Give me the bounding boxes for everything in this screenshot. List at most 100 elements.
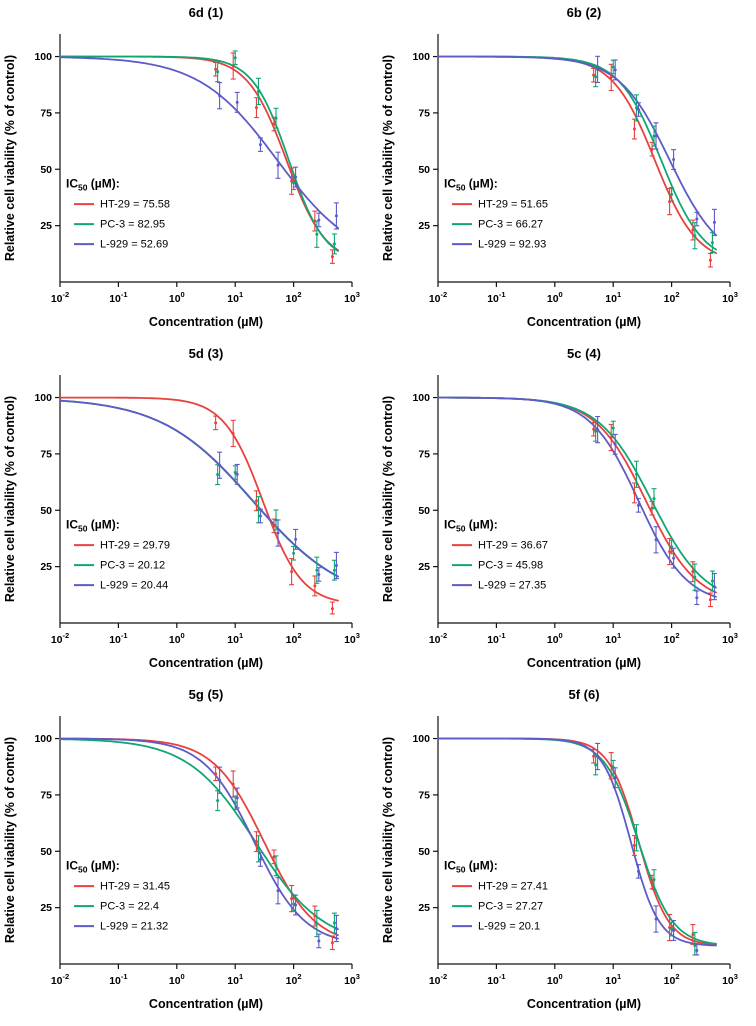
curve-HT-29 — [437, 737, 717, 946]
tick-labels: 10-2 10-1 100 101 102 103 25 50 75 100 — [34, 392, 359, 646]
svg-text:103: 103 — [344, 631, 360, 646]
x-axis-label: Concentration (µM) — [527, 315, 641, 329]
dose-response-plot: 10-2 10-1 100 101 102 103 25 50 75 100 Concentrati… — [381, 716, 738, 1011]
svg-text:102: 102 — [286, 972, 302, 987]
legend-entry-HT-29: HT-29 = 51.65 — [478, 199, 548, 211]
axes — [55, 716, 353, 969]
curve-L-929 — [59, 399, 339, 578]
dose-response-plot: 10-2 10-1 100 101 102 103 25 50 75 100 Concentrati… — [381, 375, 738, 670]
svg-text:10-1: 10-1 — [487, 290, 505, 305]
legend: IC50 (µM): HT-29 = 31.45 PC-3 = 22.4 L-929 … — [66, 858, 170, 932]
svg-text:103: 103 — [722, 290, 738, 305]
chart-title: 6b (2) — [566, 5, 602, 20]
svg-text:101: 101 — [227, 631, 243, 646]
legend: IC50 (µM): HT-29 = 29.79 PC-3 = 20.12 L-929… — [66, 517, 170, 591]
svg-text:50: 50 — [418, 505, 430, 517]
svg-text:100: 100 — [547, 290, 563, 305]
svg-text:100: 100 — [34, 733, 52, 745]
legend-header: IC50 (µM): — [66, 858, 120, 874]
svg-text:100: 100 — [412, 392, 430, 404]
legend-entry-HT-29: HT-29 = 75.58 — [100, 199, 170, 211]
legend-entry-L-929: L-929 = 92.93 — [478, 239, 546, 251]
axes — [55, 375, 353, 628]
error-bars-PC-3 — [215, 790, 337, 938]
axes — [55, 34, 353, 287]
svg-text:101: 101 — [605, 972, 621, 987]
error-bars-L-929 — [595, 415, 717, 606]
svg-text:25: 25 — [418, 902, 430, 914]
y-axis-label: Relative cell viability (% of control) — [381, 55, 395, 261]
chart-area: 10-2 10-1 100 101 102 103 25 50 75 100 Concentrati… — [0, 706, 378, 1021]
svg-text:75: 75 — [40, 107, 52, 119]
svg-text:102: 102 — [664, 631, 680, 646]
error-bars-L-929 — [217, 766, 339, 949]
svg-text:101: 101 — [605, 631, 621, 646]
chart-panel: 5g (5) 10-2 10-1 100 101 102 103 25 50 75 100 Conc… — [0, 682, 378, 1023]
svg-text:101: 101 — [227, 972, 243, 987]
chart-title: 5f (6) — [568, 687, 600, 702]
svg-text:10-1: 10-1 — [487, 972, 505, 987]
chart-title: 5g (5) — [188, 687, 224, 702]
chart-panel: 6b (2) 10-2 10-1 100 101 102 103 25 50 75 100 Conc… — [378, 0, 756, 341]
svg-text:10-2: 10-2 — [51, 972, 69, 987]
svg-text:10-2: 10-2 — [51, 290, 69, 305]
legend-entry-L-929: L-929 = 27.35 — [478, 580, 546, 592]
svg-text:101: 101 — [605, 290, 621, 305]
chart-title: 5d (3) — [188, 346, 224, 361]
legend-entry-L-929: L-929 = 20.44 — [100, 580, 168, 592]
svg-text:75: 75 — [418, 107, 430, 119]
y-axis-label: Relative cell viability (% of control) — [3, 55, 17, 261]
chart-panel: 5d (3) 10-2 10-1 100 101 102 103 25 50 75 100 Conc… — [0, 341, 378, 682]
legend-entry-PC-3: PC-3 = 20.12 — [100, 560, 165, 572]
svg-text:100: 100 — [169, 972, 185, 987]
svg-text:25: 25 — [40, 220, 52, 232]
svg-text:10-1: 10-1 — [109, 631, 127, 646]
svg-text:100: 100 — [412, 51, 430, 63]
svg-text:102: 102 — [286, 631, 302, 646]
svg-text:75: 75 — [418, 448, 430, 460]
tick-labels: 10-2 10-1 100 101 102 103 25 50 75 100 — [412, 392, 737, 646]
tick-labels: 10-2 10-1 100 101 102 103 25 50 75 100 — [412, 51, 737, 305]
legend-entry-HT-29: HT-29 = 29.79 — [100, 540, 170, 552]
chart-panel: 5f (6) 10-2 10-1 100 101 102 103 25 50 75 100 Conc… — [378, 682, 756, 1023]
error-bars-HT-29 — [213, 415, 335, 615]
x-axis-label: Concentration (µM) — [149, 656, 263, 670]
axes — [433, 375, 731, 628]
chart-title: 5c (4) — [567, 346, 601, 361]
svg-text:100: 100 — [34, 51, 52, 63]
dose-response-plot: 10-2 10-1 100 101 102 103 25 50 75 100 Concentrati… — [3, 716, 360, 1011]
legend-entry-L-929: L-929 = 52.69 — [100, 239, 168, 251]
tick-labels: 10-2 10-1 100 101 102 103 25 50 75 100 — [34, 733, 359, 987]
svg-text:102: 102 — [286, 290, 302, 305]
legend: IC50 (µM): HT-29 = 27.41 PC-3 = 27.27 L-929… — [444, 858, 548, 932]
dose-response-plot: 10-2 10-1 100 101 102 103 25 50 75 100 Concentrati… — [3, 34, 360, 329]
curve-L-929 — [437, 55, 717, 236]
svg-text:103: 103 — [722, 972, 738, 987]
chart-area: 10-2 10-1 100 101 102 103 25 50 75 100 Concentrati… — [378, 706, 756, 1021]
chart-area: 10-2 10-1 100 101 102 103 25 50 75 100 Concentrati… — [378, 365, 756, 680]
x-axis-label: Concentration (µM) — [149, 997, 263, 1011]
svg-text:100: 100 — [34, 392, 52, 404]
y-axis-label: Relative cell viability (% of control) — [381, 737, 395, 943]
svg-text:100: 100 — [412, 733, 430, 745]
svg-text:10-1: 10-1 — [109, 290, 127, 305]
chart-area: 10-2 10-1 100 101 102 103 25 50 75 100 Concentrati… — [0, 365, 378, 680]
svg-text:102: 102 — [664, 972, 680, 987]
svg-text:75: 75 — [418, 789, 430, 801]
x-axis-label: Concentration (µM) — [527, 997, 641, 1011]
legend-entry-HT-29: HT-29 = 36.67 — [478, 540, 548, 552]
svg-text:10-2: 10-2 — [51, 631, 69, 646]
svg-text:100: 100 — [169, 631, 185, 646]
error-bars-L-929 — [595, 742, 700, 956]
dose-response-plot: 10-2 10-1 100 101 102 103 25 50 75 100 Concentrati… — [3, 375, 360, 670]
legend-entry-PC-3: PC-3 = 27.27 — [478, 901, 543, 913]
svg-text:50: 50 — [40, 505, 52, 517]
error-bars-HT-29 — [591, 421, 713, 608]
svg-text:50: 50 — [40, 846, 52, 858]
svg-text:25: 25 — [418, 561, 430, 573]
legend-entry-HT-29: HT-29 = 27.41 — [478, 881, 548, 893]
legend-header: IC50 (µM): — [444, 517, 498, 533]
tick-labels: 10-2 10-1 100 101 102 103 25 50 75 100 — [412, 733, 737, 987]
x-axis-label: Concentration (µM) — [527, 656, 641, 670]
